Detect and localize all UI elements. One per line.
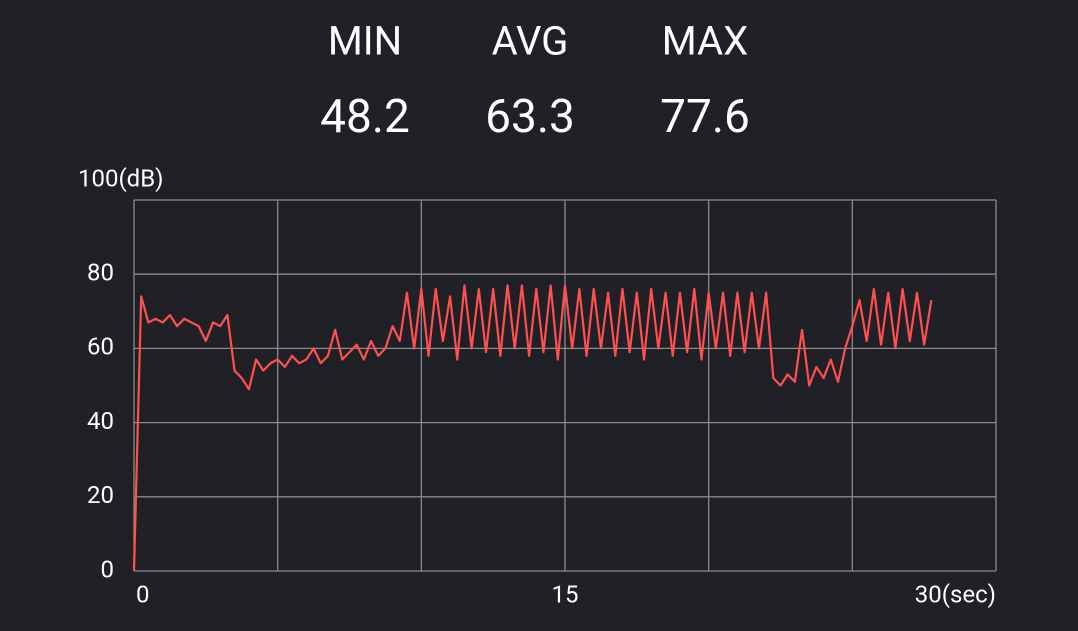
y-tick-label: 80 — [87, 259, 114, 287]
stat-value: 77.6 — [660, 90, 750, 144]
stat-label: MAX — [662, 18, 748, 65]
y-tick-label: 100(dB) — [78, 164, 164, 192]
y-tick-label: 0 — [101, 555, 115, 583]
x-tick-label: 30(sec) — [915, 580, 996, 608]
y-tick-label: 60 — [87, 333, 114, 361]
y-tick-label: 40 — [87, 407, 114, 435]
stat-value: 63.3 — [485, 90, 575, 144]
stat-label: AVG — [492, 18, 569, 65]
stat-value: 48.2 — [320, 90, 410, 144]
x-tick-label: 0 — [136, 580, 150, 608]
sound-level-line — [132, 284, 933, 572]
stat-label: MIN — [328, 18, 402, 65]
x-tick-label: 15 — [552, 580, 579, 608]
y-tick-label: 20 — [87, 481, 114, 509]
